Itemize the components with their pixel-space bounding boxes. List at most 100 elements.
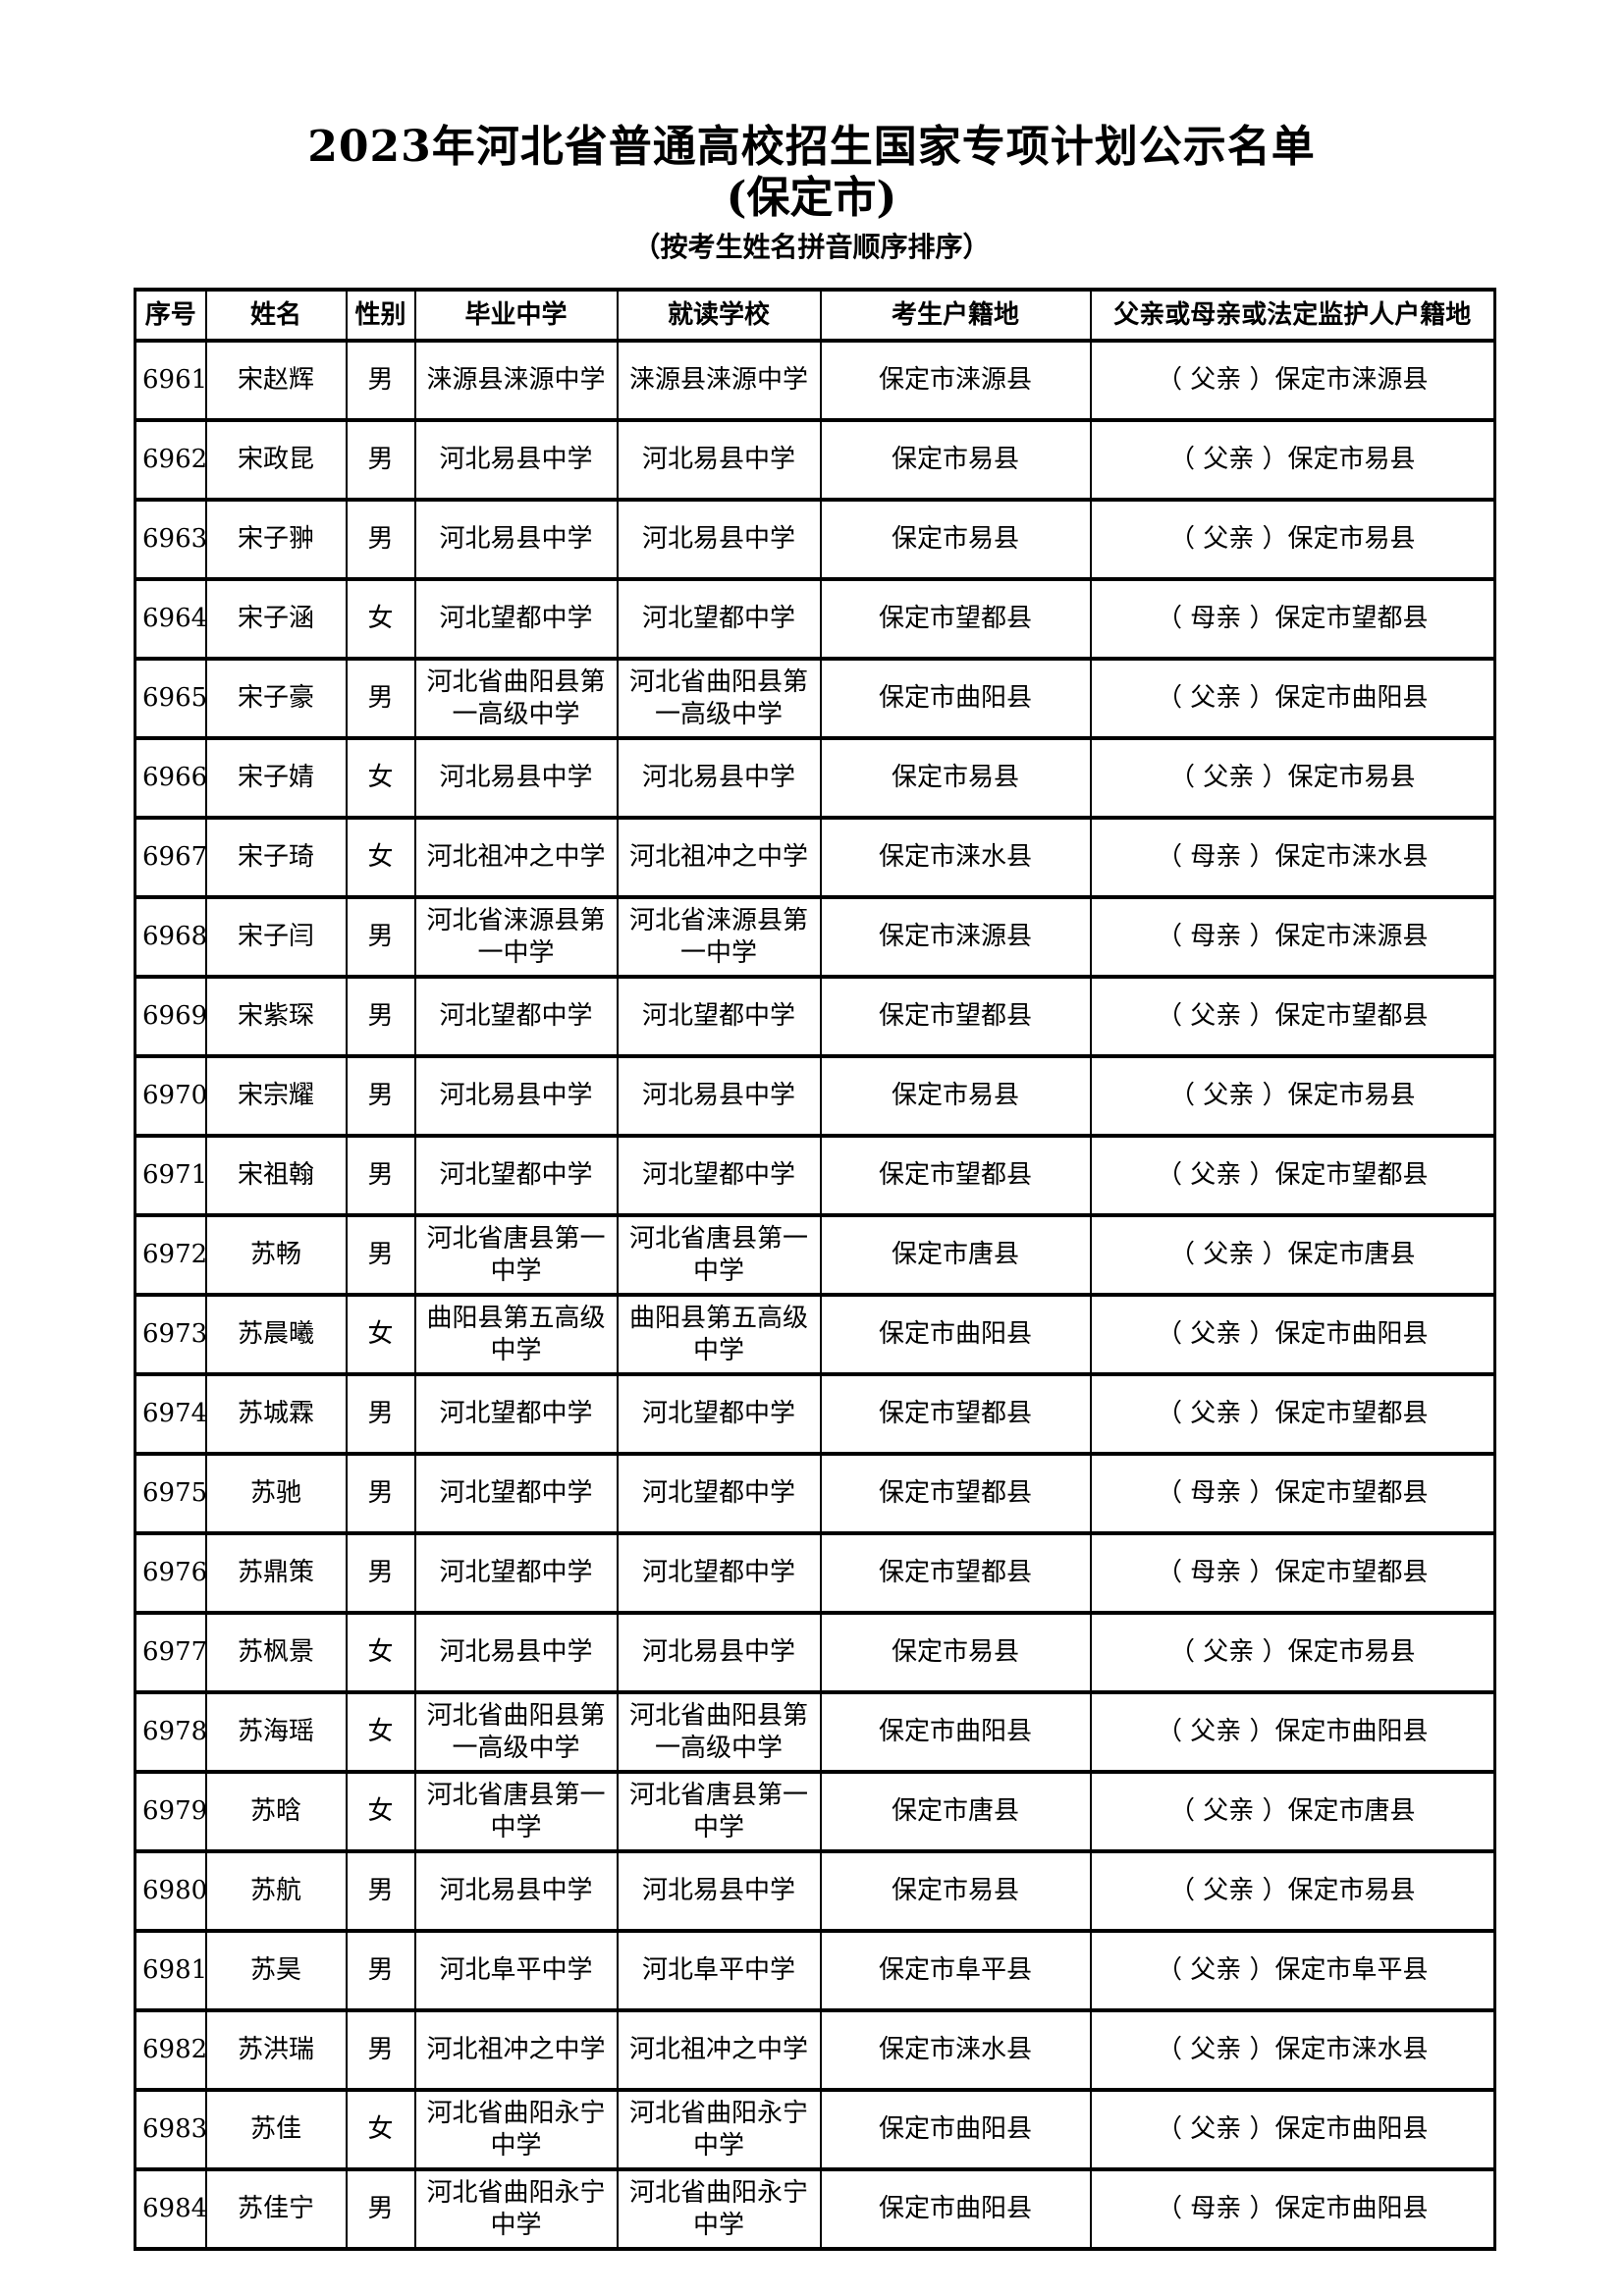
table-cell: 保定市涞源县 xyxy=(819,339,1092,422)
table-cell: 保定市唐县 xyxy=(819,1770,1092,1853)
page-title: 2023年河北省普通高校招生国家专项计划公示名单 xyxy=(307,122,1316,172)
table-cell: 保定市易县 xyxy=(819,1849,1092,1933)
table-cell: 保定市曲阳县 xyxy=(819,657,1092,740)
header-cell-attending-school: 就读学校 xyxy=(616,288,822,343)
table-row: 6976 苏鼎策男河北望都中学 河北望都中学 保定市望都县（ 母亲 ）保定市望都县 xyxy=(134,1531,1496,1615)
table-cell: 女 xyxy=(345,1690,416,1774)
table-cell: 河北望都中学 xyxy=(616,1531,822,1615)
table-cell: 河北易县中学 xyxy=(413,1849,619,1933)
table-cell: 6961 xyxy=(134,339,207,422)
table-cell: 河北易县中学 xyxy=(616,1849,822,1933)
table-cell: 女 xyxy=(345,577,416,661)
header-cell-name: 姓名 xyxy=(204,288,348,343)
header-cell-graduating-school: 毕业中学 xyxy=(413,288,619,343)
table-cell: 女 xyxy=(345,1770,416,1853)
table-row: 6966 宋子婧女河北易县中学 河北易县中学 保定市易县（ 父亲 ）保定市易县 xyxy=(134,736,1496,820)
table-cell: 曲阳县第五高级 中学 xyxy=(413,1293,619,1376)
roster-table: 序号 姓名 性别 毕业中学 就读学校 考生户籍地 父亲或母亲或法定监护人户籍地 … xyxy=(134,288,1496,2251)
table-cell: 河北省曲阳县第 一高级中学 xyxy=(616,1690,822,1774)
document-header: 2023年河北省普通高校招生国家专项计划公示名单 (保定市) （按考生姓名拼音顺… xyxy=(0,0,1623,263)
table-cell: 6968 xyxy=(134,895,207,979)
table-row: 6980 苏航男河北易县中学 河北易县中学 保定市易县（ 父亲 ）保定市易县 xyxy=(134,1849,1496,1933)
table-cell: 苏鼎策 xyxy=(204,1531,348,1615)
table-cell: 6984 xyxy=(134,2167,207,2251)
table-cell: 河北省曲阳永宁 中学 xyxy=(616,2167,822,2251)
table-cell: 6964 xyxy=(134,577,207,661)
table-cell: 女 xyxy=(345,2088,416,2171)
table-cell: 宋子豪 xyxy=(204,657,348,740)
table-cell: 苏晗 xyxy=(204,1770,348,1853)
table-row: 6979 苏晗女河北省唐县第一 中学 河北省唐县第一 中学 保定市唐县（ 父亲 ）保定… xyxy=(134,1770,1496,1853)
table-row: 6965 宋子豪男河北省曲阳县第 一高级中学 河北省曲阳县第 一高级中学 保定市曲阳县… xyxy=(134,657,1496,740)
table-cell: 河北望都中学 xyxy=(616,1372,822,1456)
table-cell: 6983 xyxy=(134,2088,207,2171)
table-cell: 保定市望都县 xyxy=(819,577,1092,661)
table-cell: 河北省唐县第一 中学 xyxy=(616,1213,822,1297)
table-cell: 6977 xyxy=(134,1611,207,1694)
table-cell: 河北省曲阳永宁 中学 xyxy=(413,2088,619,2171)
table-row: 6973 苏晨曦女曲阳县第五高级 中学 曲阳县第五高级 中学 保定市曲阳县（ 父亲 ）… xyxy=(134,1293,1496,1376)
table-cell: 苏佳宁 xyxy=(204,2167,348,2251)
header-cell-guardian-residence: 父亲或母亲或法定监护人户籍地 xyxy=(1089,288,1496,343)
table-row: 6967 宋子琦女河北祖冲之中学 河北祖冲之中学 保定市涞水县（ 母亲 ）保定市涞水县 xyxy=(134,816,1496,899)
table-cell: 河北望都中学 xyxy=(413,1452,619,1535)
table-row: 6963 宋子翀男河北易县中学 河北易县中学 保定市易县（ 父亲 ）保定市易县 xyxy=(134,498,1496,581)
table-cell: 保定市易县 xyxy=(819,418,1092,502)
table-cell: 河北祖冲之中学 xyxy=(616,816,822,899)
header-cell-serial: 序号 xyxy=(134,288,207,343)
table-cell: 河北望都中学 xyxy=(413,1134,619,1217)
table-cell: 河北省曲阳县第 一高级中学 xyxy=(413,1690,619,1774)
table-cell: 宋赵辉 xyxy=(204,339,348,422)
table-cell: 宋政昆 xyxy=(204,418,348,502)
table-cell: 保定市望都县 xyxy=(819,1531,1092,1615)
table-cell: 保定市曲阳县 xyxy=(819,2088,1092,2171)
table-cell: 河北望都中学 xyxy=(413,1372,619,1456)
table-cell: （ 父亲 ）保定市唐县 xyxy=(1089,1770,1496,1853)
table-cell: （ 父亲 ）保定市曲阳县 xyxy=(1089,1293,1496,1376)
table-cell: 曲阳县第五高级 中学 xyxy=(616,1293,822,1376)
table-cell: 河北望都中学 xyxy=(413,577,619,661)
table-cell: 河北望都中学 xyxy=(616,1452,822,1535)
table-cell: 男 xyxy=(345,1134,416,1217)
table-cell: 河北易县中学 xyxy=(616,1611,822,1694)
table-cell: （ 父亲 ）保定市曲阳县 xyxy=(1089,2088,1496,2171)
table-row: 6982 苏洪瑞男河北祖冲之中学 河北祖冲之中学 保定市涞水县（ 父亲 ）保定市涞水县 xyxy=(134,2008,1496,2092)
table-cell: 宋子涵 xyxy=(204,577,348,661)
table-cell: （ 父亲 ）保定市望都县 xyxy=(1089,975,1496,1058)
table-cell: （ 父亲 ）保定市曲阳县 xyxy=(1089,1690,1496,1774)
table-cell: 男 xyxy=(345,1452,416,1535)
table-cell: （ 父亲 ）保定市望都县 xyxy=(1089,1372,1496,1456)
table-cell: 男 xyxy=(345,1372,416,1456)
table-cell: 苏畅 xyxy=(204,1213,348,1297)
table-cell: 6974 xyxy=(134,1372,207,1456)
table-cell: 6980 xyxy=(134,1849,207,1933)
table-cell: 女 xyxy=(345,1293,416,1376)
table-cell: 河北易县中学 xyxy=(616,418,822,502)
table-cell: 河北祖冲之中学 xyxy=(616,2008,822,2092)
table-row: 6977 苏枫景女河北易县中学 河北易县中学 保定市易县（ 父亲 ）保定市易县 xyxy=(134,1611,1496,1694)
table-cell: 保定市望都县 xyxy=(819,1452,1092,1535)
table-cell: 苏城霖 xyxy=(204,1372,348,1456)
table-cell: 6969 xyxy=(134,975,207,1058)
table-cell: 6982 xyxy=(134,2008,207,2092)
table-cell: （ 父亲 ）保定市易县 xyxy=(1089,1611,1496,1694)
table-cell: 男 xyxy=(345,498,416,581)
table-cell: 男 xyxy=(345,975,416,1058)
table-cell: 男 xyxy=(345,1054,416,1138)
table-row: 6964 宋子涵女河北望都中学 河北望都中学 保定市望都县（ 母亲 ）保定市望都县 xyxy=(134,577,1496,661)
table-cell: （ 父亲 ）保定市唐县 xyxy=(1089,1213,1496,1297)
table-cell: 6966 xyxy=(134,736,207,820)
table-cell: 宋子闫 xyxy=(204,895,348,979)
table-cell: 河北易县中学 xyxy=(413,1611,619,1694)
table-cell: 女 xyxy=(345,736,416,820)
table-cell: 保定市望都县 xyxy=(819,1372,1092,1456)
table-cell: 保定市易县 xyxy=(819,498,1092,581)
table-cell: 苏枫景 xyxy=(204,1611,348,1694)
table-cell: 河北省曲阳永宁 中学 xyxy=(616,2088,822,2171)
table-cell: 男 xyxy=(345,1213,416,1297)
table-cell: 河北易县中学 xyxy=(413,498,619,581)
table-row: 6969 宋紫琛男河北望都中学 河北望都中学 保定市望都县（ 父亲 ）保定市望都县 xyxy=(134,975,1496,1058)
table-cell: 男 xyxy=(345,657,416,740)
table-cell: 6981 xyxy=(134,1929,207,2012)
table-cell: 男 xyxy=(345,2167,416,2251)
